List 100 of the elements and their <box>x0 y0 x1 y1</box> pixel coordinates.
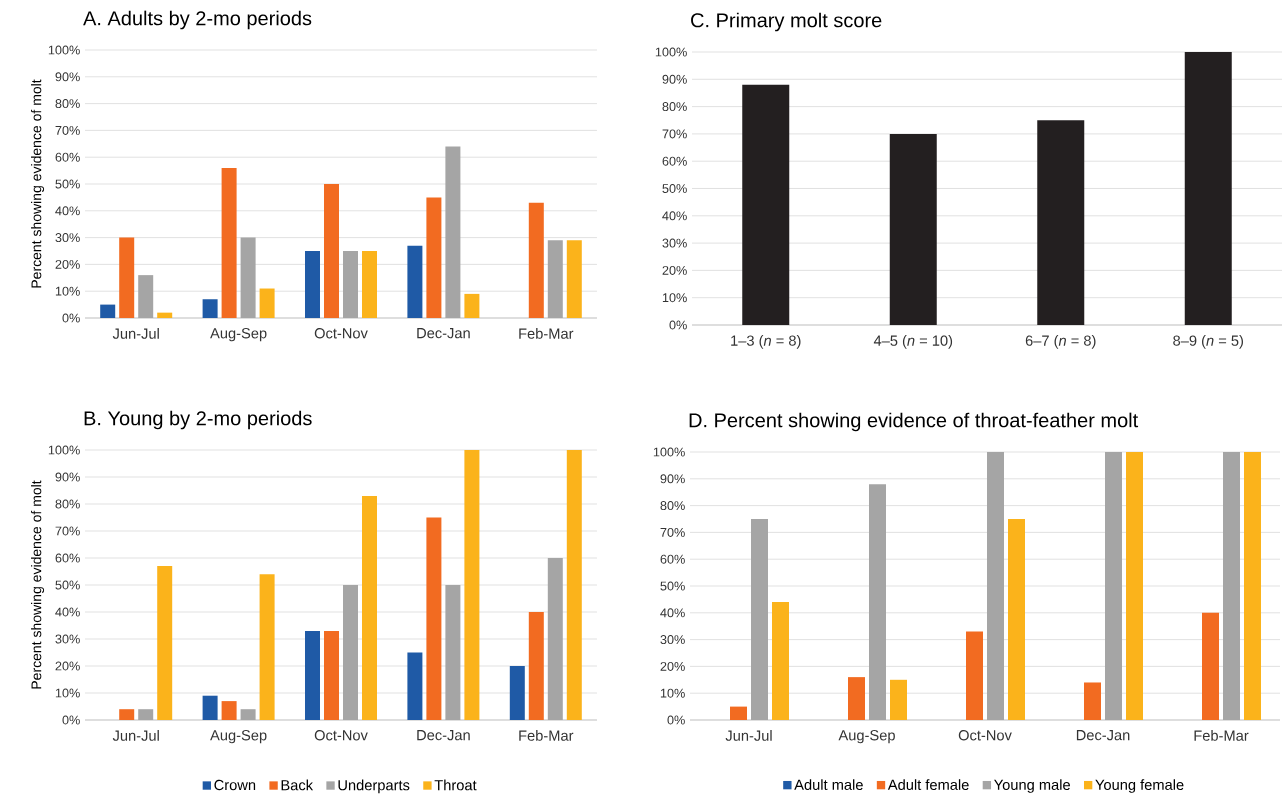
x-tick-label: Oct-Nov <box>314 328 368 339</box>
x-tick-label: 6–7 (n = 8) <box>1025 335 1096 349</box>
bar <box>157 566 173 720</box>
x-tick-label: Feb-Mar <box>1194 730 1249 741</box>
bar <box>259 288 275 318</box>
y-tick-label: 60% <box>55 152 80 162</box>
y-tick-label: 90% <box>55 72 80 82</box>
bar <box>100 304 116 318</box>
bar <box>343 585 358 720</box>
y-tick-label: 100% <box>48 45 80 55</box>
bar <box>362 495 377 720</box>
bar <box>566 240 582 318</box>
y-tick-label: 70% <box>660 527 685 537</box>
bar <box>305 630 320 720</box>
y-tick-label: 50% <box>55 580 80 590</box>
y-tick-label: 10% <box>55 286 80 296</box>
x-tick-label: 4–5 (n = 10) <box>873 335 953 349</box>
y-tick-label: 0% <box>669 320 687 330</box>
bar <box>751 519 769 720</box>
y-tick-label: 20% <box>55 259 80 269</box>
x-tick-label: Jun-Jul <box>112 730 159 741</box>
bar <box>528 202 544 318</box>
x-tick-label: Dec-Jan <box>417 730 470 741</box>
bar <box>528 612 544 720</box>
bar <box>869 484 886 720</box>
legend-label: Throat <box>434 779 477 791</box>
y-tick-label: 30% <box>662 238 687 248</box>
y-tick-label: 50% <box>662 184 687 193</box>
y-tick-label: 50% <box>55 179 80 189</box>
bar <box>509 666 525 720</box>
legend-label: Underparts <box>338 779 410 794</box>
bar <box>426 517 442 720</box>
y-tick-label: 60% <box>660 554 685 564</box>
y-tick-label: 80% <box>55 499 80 509</box>
bar <box>547 240 563 318</box>
bar <box>407 652 423 720</box>
y-tick-label: 30% <box>55 634 80 644</box>
bar <box>157 312 173 318</box>
y-tick-label: 70% <box>662 129 687 139</box>
bar <box>1126 452 1143 720</box>
x-tick-label: Aug-Sep <box>210 328 267 342</box>
x-tick-label: Dec-Jan <box>1076 730 1130 741</box>
bar <box>202 299 218 318</box>
bar <box>1105 452 1122 720</box>
y-tick-label: 80% <box>660 501 685 511</box>
bar <box>1184 52 1232 325</box>
x-tick-label: Feb-Mar <box>519 730 574 741</box>
bar <box>362 251 377 318</box>
x-tick-label: Oct-Nov <box>958 730 1012 741</box>
bar <box>445 146 461 318</box>
x-tick-label: Dec-Jan <box>417 328 470 339</box>
y-tick-label: 40% <box>662 211 687 221</box>
x-tick-label: Oct-Nov <box>314 730 368 741</box>
y-tick-label: 10% <box>660 688 685 698</box>
y-tick-label: 10% <box>55 688 80 698</box>
y-tick-label: 40% <box>55 607 80 617</box>
bar <box>1202 612 1220 720</box>
legend-label: Young male <box>994 779 1070 793</box>
y-tick-label: 90% <box>662 74 687 84</box>
y-tick-label: 0% <box>667 715 685 725</box>
bar <box>221 701 237 720</box>
bar <box>464 293 480 318</box>
x-tick-label: Feb-Mar <box>519 328 574 339</box>
bar <box>259 574 275 720</box>
y-tick-label: 10% <box>662 293 687 303</box>
bar <box>445 585 461 720</box>
legend-label: Young female <box>1095 779 1184 793</box>
bar <box>426 197 442 318</box>
bar <box>966 631 984 720</box>
bar <box>889 133 937 325</box>
y-tick-label: 40% <box>55 206 80 216</box>
bar <box>324 630 339 720</box>
legend-label: Crown <box>214 779 256 791</box>
y-tick-label: 80% <box>55 99 80 109</box>
bar <box>138 275 154 318</box>
y-tick-label: 0% <box>62 313 80 323</box>
y-tick-label: 60% <box>55 553 80 563</box>
bar <box>305 251 320 318</box>
y-tick-label: 50% <box>660 581 685 591</box>
bar <box>1223 452 1241 720</box>
bar <box>119 237 135 318</box>
y-tick-label: 60% <box>662 156 687 166</box>
bar <box>1037 120 1085 325</box>
bar <box>1008 519 1026 720</box>
y-axis-title: Percent showing evidence of molt <box>31 480 45 689</box>
chart-title: C. Primary molt score <box>691 12 882 32</box>
y-tick-label: 30% <box>55 233 80 243</box>
bar <box>138 709 154 720</box>
bar <box>464 450 480 720</box>
bar <box>240 709 256 720</box>
y-tick-label: 70% <box>55 526 80 536</box>
y-tick-label: 70% <box>55 125 80 135</box>
bar <box>343 251 358 318</box>
bar <box>987 452 1005 720</box>
y-axis-title: Percent showing evidence of molt <box>31 79 45 288</box>
y-tick-label: 20% <box>55 661 80 671</box>
x-tick-label: 1–3 (n = 8) <box>731 335 801 349</box>
y-tick-label: 80% <box>662 102 687 112</box>
bar <box>848 677 865 720</box>
bar <box>240 237 256 318</box>
